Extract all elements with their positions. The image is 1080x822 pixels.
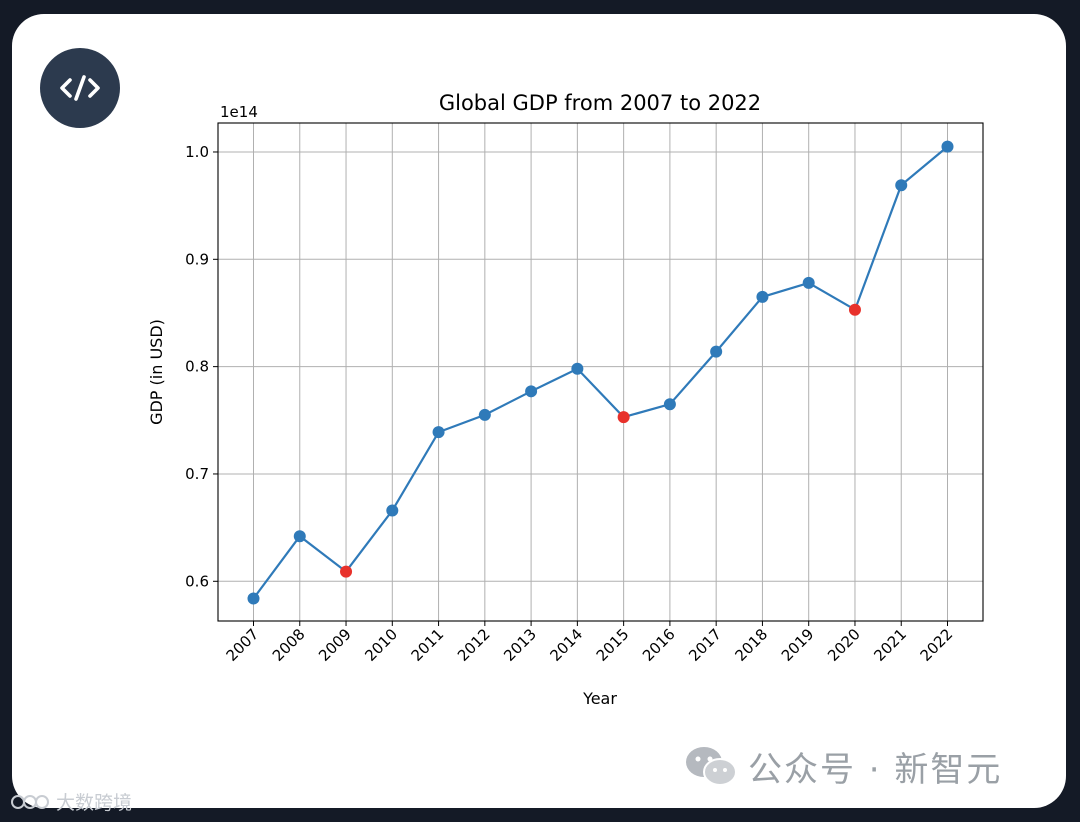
x-tick-label: 2015	[593, 625, 633, 665]
x-tick-label: 2007	[223, 625, 263, 665]
watermark: 公众号 · 新智元	[684, 742, 1002, 790]
x-tick-label: 2009	[315, 625, 355, 665]
x-tick-label: 2014	[546, 625, 586, 665]
y-axis-ticks: 0.6 0.7 0.8 0.9 1.0	[185, 143, 218, 590]
x-tick-label: 2010	[361, 625, 401, 665]
highlighted-point	[617, 411, 630, 424]
x-tick-label: 2017	[685, 625, 725, 665]
y-tick-label: 0.6	[185, 572, 209, 590]
data-point	[941, 140, 954, 153]
code-badge	[40, 48, 120, 128]
series	[247, 140, 954, 605]
data-point	[663, 398, 676, 411]
chart-card	[12, 14, 1066, 808]
chart-title: Global GDP from 2007 to 2022	[439, 91, 761, 115]
x-axis-label: Year	[582, 689, 617, 708]
x-tick-label: 2022	[917, 625, 957, 665]
x-axis-ticks: 2007 2008 2009 2010 2011 2012 2013 2014 2015 2016…	[223, 621, 957, 665]
data-point	[432, 426, 445, 439]
data-point	[895, 179, 908, 192]
x-tick-label: 2012	[454, 625, 494, 665]
data-point	[247, 592, 260, 605]
watermark-text: 公众号 · 新智元	[748, 749, 1003, 790]
grid	[218, 123, 983, 621]
data-point	[710, 345, 723, 358]
x-tick-label: 2020	[824, 625, 864, 665]
x-tick-label: 2016	[639, 625, 679, 665]
code-icon	[60, 75, 100, 101]
y-offset-label: 1e14	[220, 103, 258, 121]
logo-icon	[11, 794, 49, 809]
highlighted-point	[848, 303, 861, 316]
data-point	[386, 504, 399, 517]
series-line	[252, 145, 949, 600]
x-tick-label: 2019	[778, 625, 818, 665]
data-point	[293, 530, 306, 543]
x-tick-label: 2011	[408, 625, 448, 665]
data-point	[478, 408, 491, 421]
corner-watermark-text: 大数跨境	[56, 792, 133, 814]
y-tick-label: 0.7	[185, 465, 209, 483]
data-point	[525, 385, 538, 398]
y-tick-label: 0.8	[185, 358, 209, 376]
x-tick-label: 2021	[870, 625, 910, 665]
plot-frame	[217, 122, 984, 622]
data-point	[756, 290, 769, 303]
y-axis-label: GDP (in USD)	[147, 319, 166, 425]
data-point	[802, 276, 815, 289]
data-point	[571, 362, 584, 375]
corner-watermark: 大数跨境	[10, 788, 132, 815]
x-tick-label: 2018	[732, 625, 772, 665]
y-tick-label: 0.9	[185, 250, 209, 268]
wechat-icon	[686, 747, 737, 786]
highlighted-point	[340, 565, 353, 578]
x-tick-label: 2008	[269, 625, 309, 665]
x-tick-label: 2013	[500, 625, 540, 665]
y-tick-label: 1.0	[185, 143, 209, 161]
